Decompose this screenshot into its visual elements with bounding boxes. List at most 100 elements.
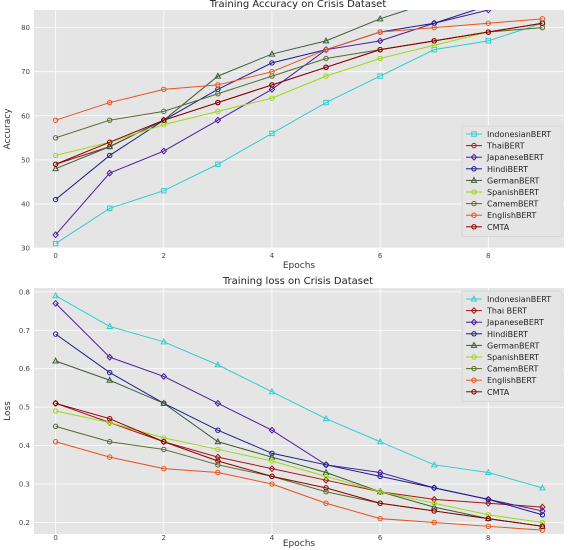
accuracy-data-point [52,196,59,203]
loss-data-point [161,435,167,441]
loss-data-point [214,399,222,407]
loss-legend-item: CMTA [466,388,510,397]
loss-legend-marker [470,318,478,326]
loss-data-point [52,331,59,337]
accuracy-y-tick-label: 30 [21,245,30,253]
accuracy-legend-marker [471,166,477,172]
loss-data-point [106,353,113,361]
accuracy-legend-item: IndonesianBERT [466,130,551,139]
loss-legend-marker [470,295,478,302]
loss-data-point [268,426,276,434]
loss-data-point [269,481,275,487]
loss-data-point [377,489,383,495]
accuracy-data-point [323,73,329,79]
accuracy-series-line [55,10,477,200]
accuracy-data-point [215,91,221,97]
accuracy-legend-label: IndonesianBERT [487,130,551,139]
accuracy-legend-item: CamemBERT [466,200,539,209]
accuracy-legend-box [461,125,563,237]
accuracy-data-point [323,64,329,70]
loss-data-point [160,372,168,380]
accuracy-data-point [269,60,275,66]
accuracy-data-point [376,37,384,45]
loss-data-point [539,507,546,515]
loss-y-tick-label: 0.7 [19,327,30,335]
accuracy-data-point [52,161,59,167]
accuracy-data-point [268,50,276,57]
loss-y-tick-label: 0.3 [19,481,30,489]
accuracy-legend-item: JapaneseBERT [466,153,544,162]
loss-legend-box [461,290,563,402]
loss-data-point [323,485,329,491]
loss-data-point [539,527,546,533]
accuracy-data-point [377,73,383,79]
loss-data-point [214,361,222,368]
loss-legend-item: Thai BERT [466,307,527,316]
accuracy-data-point [160,147,168,155]
accuracy-legend-marker [470,153,478,161]
loss-chart: Training loss on Crisis Dataset 0 2 4 6 8 0.2… [3,276,564,549]
accuracy-chart-title: Training Accuracy on Crisis Dataset [209,0,387,10]
accuracy-y-tick-label: 80 [21,24,30,32]
accuracy-data-point [52,164,60,172]
loss-y-tick-label: 0.2 [19,519,30,527]
loss-series-cmta [52,400,546,530]
loss-data-point [485,523,491,530]
accuracy-legend-label: JapaneseBERT [486,153,544,162]
loss-x-tick-label: 8 [486,534,490,542]
loss-y-tick-label: 0.6 [19,365,31,373]
accuracy-data-point [161,188,167,194]
loss-x-tick-label: 2 [162,534,166,542]
accuracy-series-line [55,10,490,236]
accuracy-data-point [376,14,384,22]
loss-legend-marker [471,377,477,383]
accuracy-data-point [107,99,113,106]
loss-legend-item: IndonesianBERT [466,295,551,304]
accuracy-data-point [269,69,275,75]
loss-data-point [484,468,492,475]
accuracy-data-point [215,161,221,167]
accuracy-data-point [431,24,437,31]
loss-data-point [268,465,276,473]
accuracy-legend-item: ThaiBERT [466,142,525,151]
accuracy-x-tick-label: 0 [53,252,57,260]
loss-data-point [431,485,437,491]
accuracy-legend-item: EnglishBERT [466,211,536,220]
loss-legend-item: HindiBERT [466,330,528,339]
loss-legend-item: EnglishBERT [466,376,536,385]
accuracy-legend-marker [471,200,477,207]
loss-data-point [322,414,330,422]
loss-data-point [323,462,329,468]
loss-data-point [376,437,384,445]
accuracy-series-line [55,27,543,156]
loss-data-point [106,322,114,329]
loss-data-point [323,500,329,506]
loss-data-point [214,453,222,461]
loss-x-axis-label: Epochs [283,539,316,549]
loss-data-point [377,500,383,506]
loss-series-line [55,402,543,527]
accuracy-legend-marker [471,189,477,195]
accuracy-data-point [377,29,383,35]
loss-data-point [323,489,329,495]
loss-x-tick-label: 0 [53,534,57,542]
loss-data-point [269,450,275,456]
loss-data-point [539,523,546,530]
accuracy-legend-label: HindiBERT [487,165,528,174]
accuracy-series-line [55,22,543,245]
loss-data-point [161,446,167,453]
accuracy-data-point [161,117,167,123]
loss-legend-item: GermanBERT [466,341,540,350]
loss-legend-item: CamemBERT [466,365,539,374]
loss-legend-item: JapaneseBERT [466,318,544,327]
loss-legend-label: EnglishBERT [487,376,536,385]
loss-legend-label: Thai BERT [486,307,527,316]
loss-data-point [376,468,384,477]
loss-data-point [161,465,167,472]
loss-series-hindibert [52,331,546,518]
accuracy-data-point [432,0,437,3]
loss-data-point [485,515,491,522]
loss-y-axis-label: Loss [3,401,13,421]
loss-data-point [539,519,546,526]
loss-legend-label: JapaneseBERT [486,318,544,327]
